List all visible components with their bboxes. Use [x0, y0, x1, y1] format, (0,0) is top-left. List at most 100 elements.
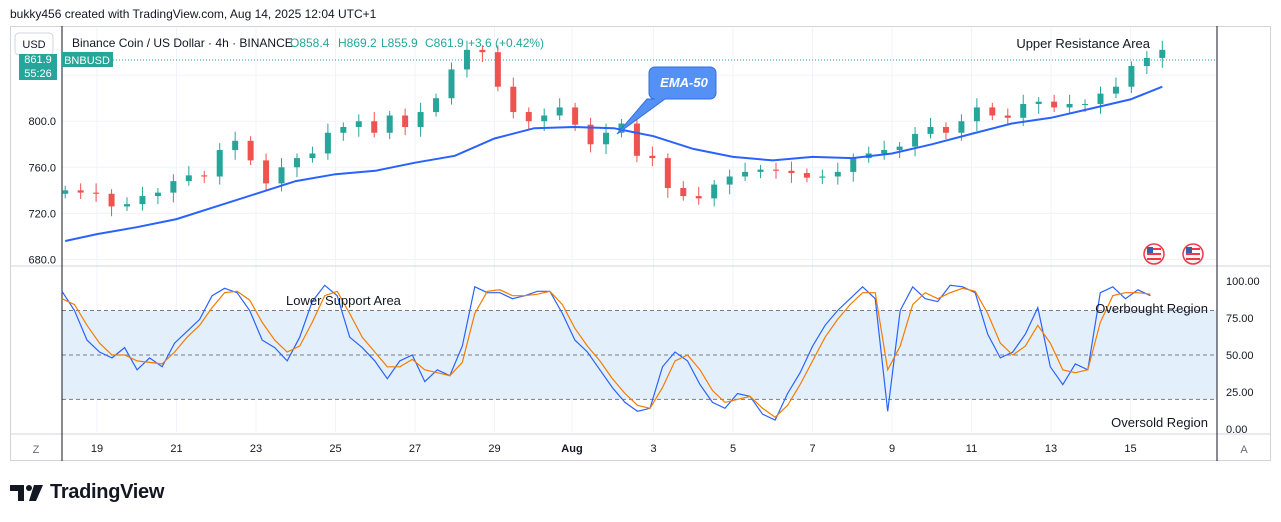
candle-body	[572, 107, 579, 125]
stochastic-grid	[62, 310, 1217, 400]
candle-body	[1143, 57, 1150, 66]
stochastic-tick-label: 25.00	[1226, 387, 1254, 399]
symbol-legend: USD Binance Coin / US Dollar · 4h · BINA…	[14, 32, 544, 56]
candle-body	[62, 190, 69, 194]
time-tick-label: 5	[730, 443, 736, 455]
candle-body	[772, 169, 779, 171]
legend-change: +3.6 (+0.42%)	[468, 36, 544, 50]
tradingview-logo[interactable]: TradingView	[10, 481, 164, 504]
time-tick-label: 25	[329, 443, 341, 455]
time-tick-label: Aug	[561, 443, 582, 455]
overbought-label: Overbought Region	[1095, 301, 1208, 316]
lower-support-label: Lower Support Area	[286, 293, 402, 308]
time-scale-labels: 19 21 23 25 27 29 Aug 3 5 7 9 11 13 15	[91, 443, 1137, 455]
last-price-value: 861.9	[24, 54, 52, 66]
time-tick-label: 11	[966, 443, 977, 455]
candle-body	[355, 121, 362, 128]
flag-stripe	[1186, 258, 1200, 260]
candle-body	[1051, 101, 1058, 108]
candle-body	[1035, 101, 1042, 104]
candle-body	[726, 176, 733, 185]
stochastic-tick-label: 75.00	[1226, 313, 1254, 325]
price-tick-label: 680.0	[28, 254, 56, 266]
stochastic-tick-label: 50.00	[1226, 350, 1254, 362]
zoom-button[interactable]: Z	[33, 444, 40, 456]
time-tick-label: 3	[650, 443, 656, 455]
candle-body	[958, 121, 965, 133]
candle-body	[108, 193, 115, 207]
candle-body	[541, 115, 548, 122]
candle-body	[340, 127, 347, 133]
flag-stripe	[1147, 258, 1161, 260]
candle-body	[680, 188, 687, 197]
candle-body	[154, 192, 161, 197]
us-event-icon[interactable]	[1143, 243, 1165, 265]
time-tick-label: 15	[1124, 443, 1136, 455]
last-price-badge-box	[19, 54, 57, 80]
upper-resistance-label: Upper Resistance Area	[1016, 36, 1150, 51]
time-tick-label: 27	[409, 443, 421, 455]
candle-body	[417, 112, 424, 128]
candle-body	[1066, 103, 1073, 108]
candle-body	[819, 176, 826, 178]
time-tick-label: 7	[809, 443, 815, 455]
candle-body	[232, 140, 239, 151]
candle-body	[834, 171, 841, 177]
candle-body	[989, 107, 996, 116]
candle-body	[942, 127, 949, 133]
legend-open: O858.4	[290, 36, 330, 50]
candle-body	[139, 196, 146, 205]
candle-body	[247, 140, 254, 161]
stochastic-lines	[61, 284, 1151, 421]
symbol-badge-box	[62, 52, 113, 67]
time-tick-label: 29	[488, 443, 500, 455]
candle-body	[185, 175, 192, 182]
auto-scale-button[interactable]: A	[1240, 444, 1248, 456]
flag-stripe	[1147, 248, 1161, 250]
symbol-badge: BNBUSD	[64, 55, 110, 67]
ema-callout[interactable]: EMA-50	[616, 66, 717, 135]
price-tick-label: 760.0	[28, 162, 56, 174]
candle-body	[556, 107, 563, 116]
flag-canton	[1186, 247, 1192, 253]
candle-body	[402, 115, 409, 128]
time-tick-label: 21	[170, 443, 182, 455]
time-tick-label: 19	[91, 443, 103, 455]
candle-body	[896, 146, 903, 151]
candle-body	[850, 158, 857, 172]
tradingview-logo-icon	[10, 484, 43, 501]
ema-callout-bubble	[616, 66, 717, 135]
candle-body	[324, 132, 331, 154]
flag-canton	[1147, 247, 1153, 253]
us-event-icon[interactable]	[1182, 243, 1204, 265]
legend-close: C861.9	[425, 36, 464, 50]
candle-body	[803, 173, 810, 178]
candle-body	[664, 158, 671, 189]
candle-body	[216, 150, 223, 177]
candle-body	[1082, 103, 1089, 105]
header-created-by: bukky456 created with TradingView.com, A…	[10, 7, 377, 21]
symbol-title: Binance Coin / US Dollar · 4h · BINANCE	[72, 36, 293, 50]
flag-stripe	[1186, 253, 1200, 255]
ema-callout-label: EMA-50	[660, 75, 708, 90]
candle-body	[201, 175, 208, 177]
candle-body	[479, 49, 486, 53]
candle-body	[927, 127, 934, 134]
candle-body	[912, 133, 919, 147]
candle-body	[757, 169, 764, 172]
candle-body	[881, 150, 888, 154]
stochastic-tick-label: 0.00	[1226, 424, 1247, 436]
currency-button-label: USD	[22, 39, 45, 51]
candle-body	[293, 158, 300, 168]
stochastic-tick-label: 100.00	[1226, 276, 1260, 288]
candle-body	[633, 123, 640, 156]
candle-body	[695, 196, 702, 199]
ema-50-line	[64, 85, 1163, 242]
legend-low: L855.9	[381, 36, 418, 50]
tradingview-wordmark: TradingView	[50, 481, 165, 503]
candle-body	[1004, 115, 1011, 118]
oversold-label: Oversold Region	[1111, 415, 1208, 430]
candle-body	[263, 160, 270, 184]
